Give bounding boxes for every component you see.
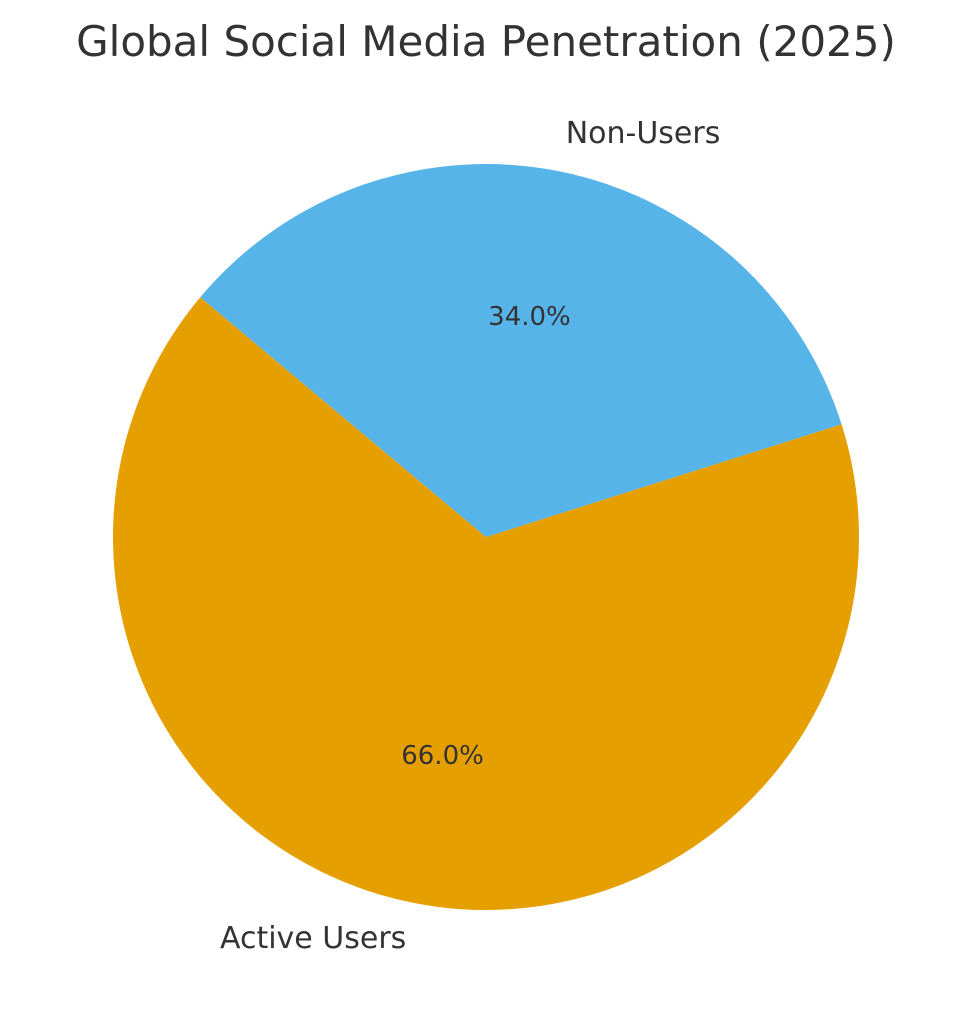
pie-slice-active-users [113,297,860,910]
pie-labels: Active Users 66.0% Non-Users 34.0% [220,116,720,956]
slice-value-label-active-users: 66.0% [401,741,484,771]
chart-title: Global Social Media Penetration (2025) [76,17,896,66]
slice-value-label-non-users: 34.0% [488,302,571,332]
slice-label-active-users: Active Users [220,921,406,956]
pie-slice-non-users [200,164,842,538]
pie-slices [113,164,860,910]
slice-label-non-users: Non-Users [566,116,721,151]
